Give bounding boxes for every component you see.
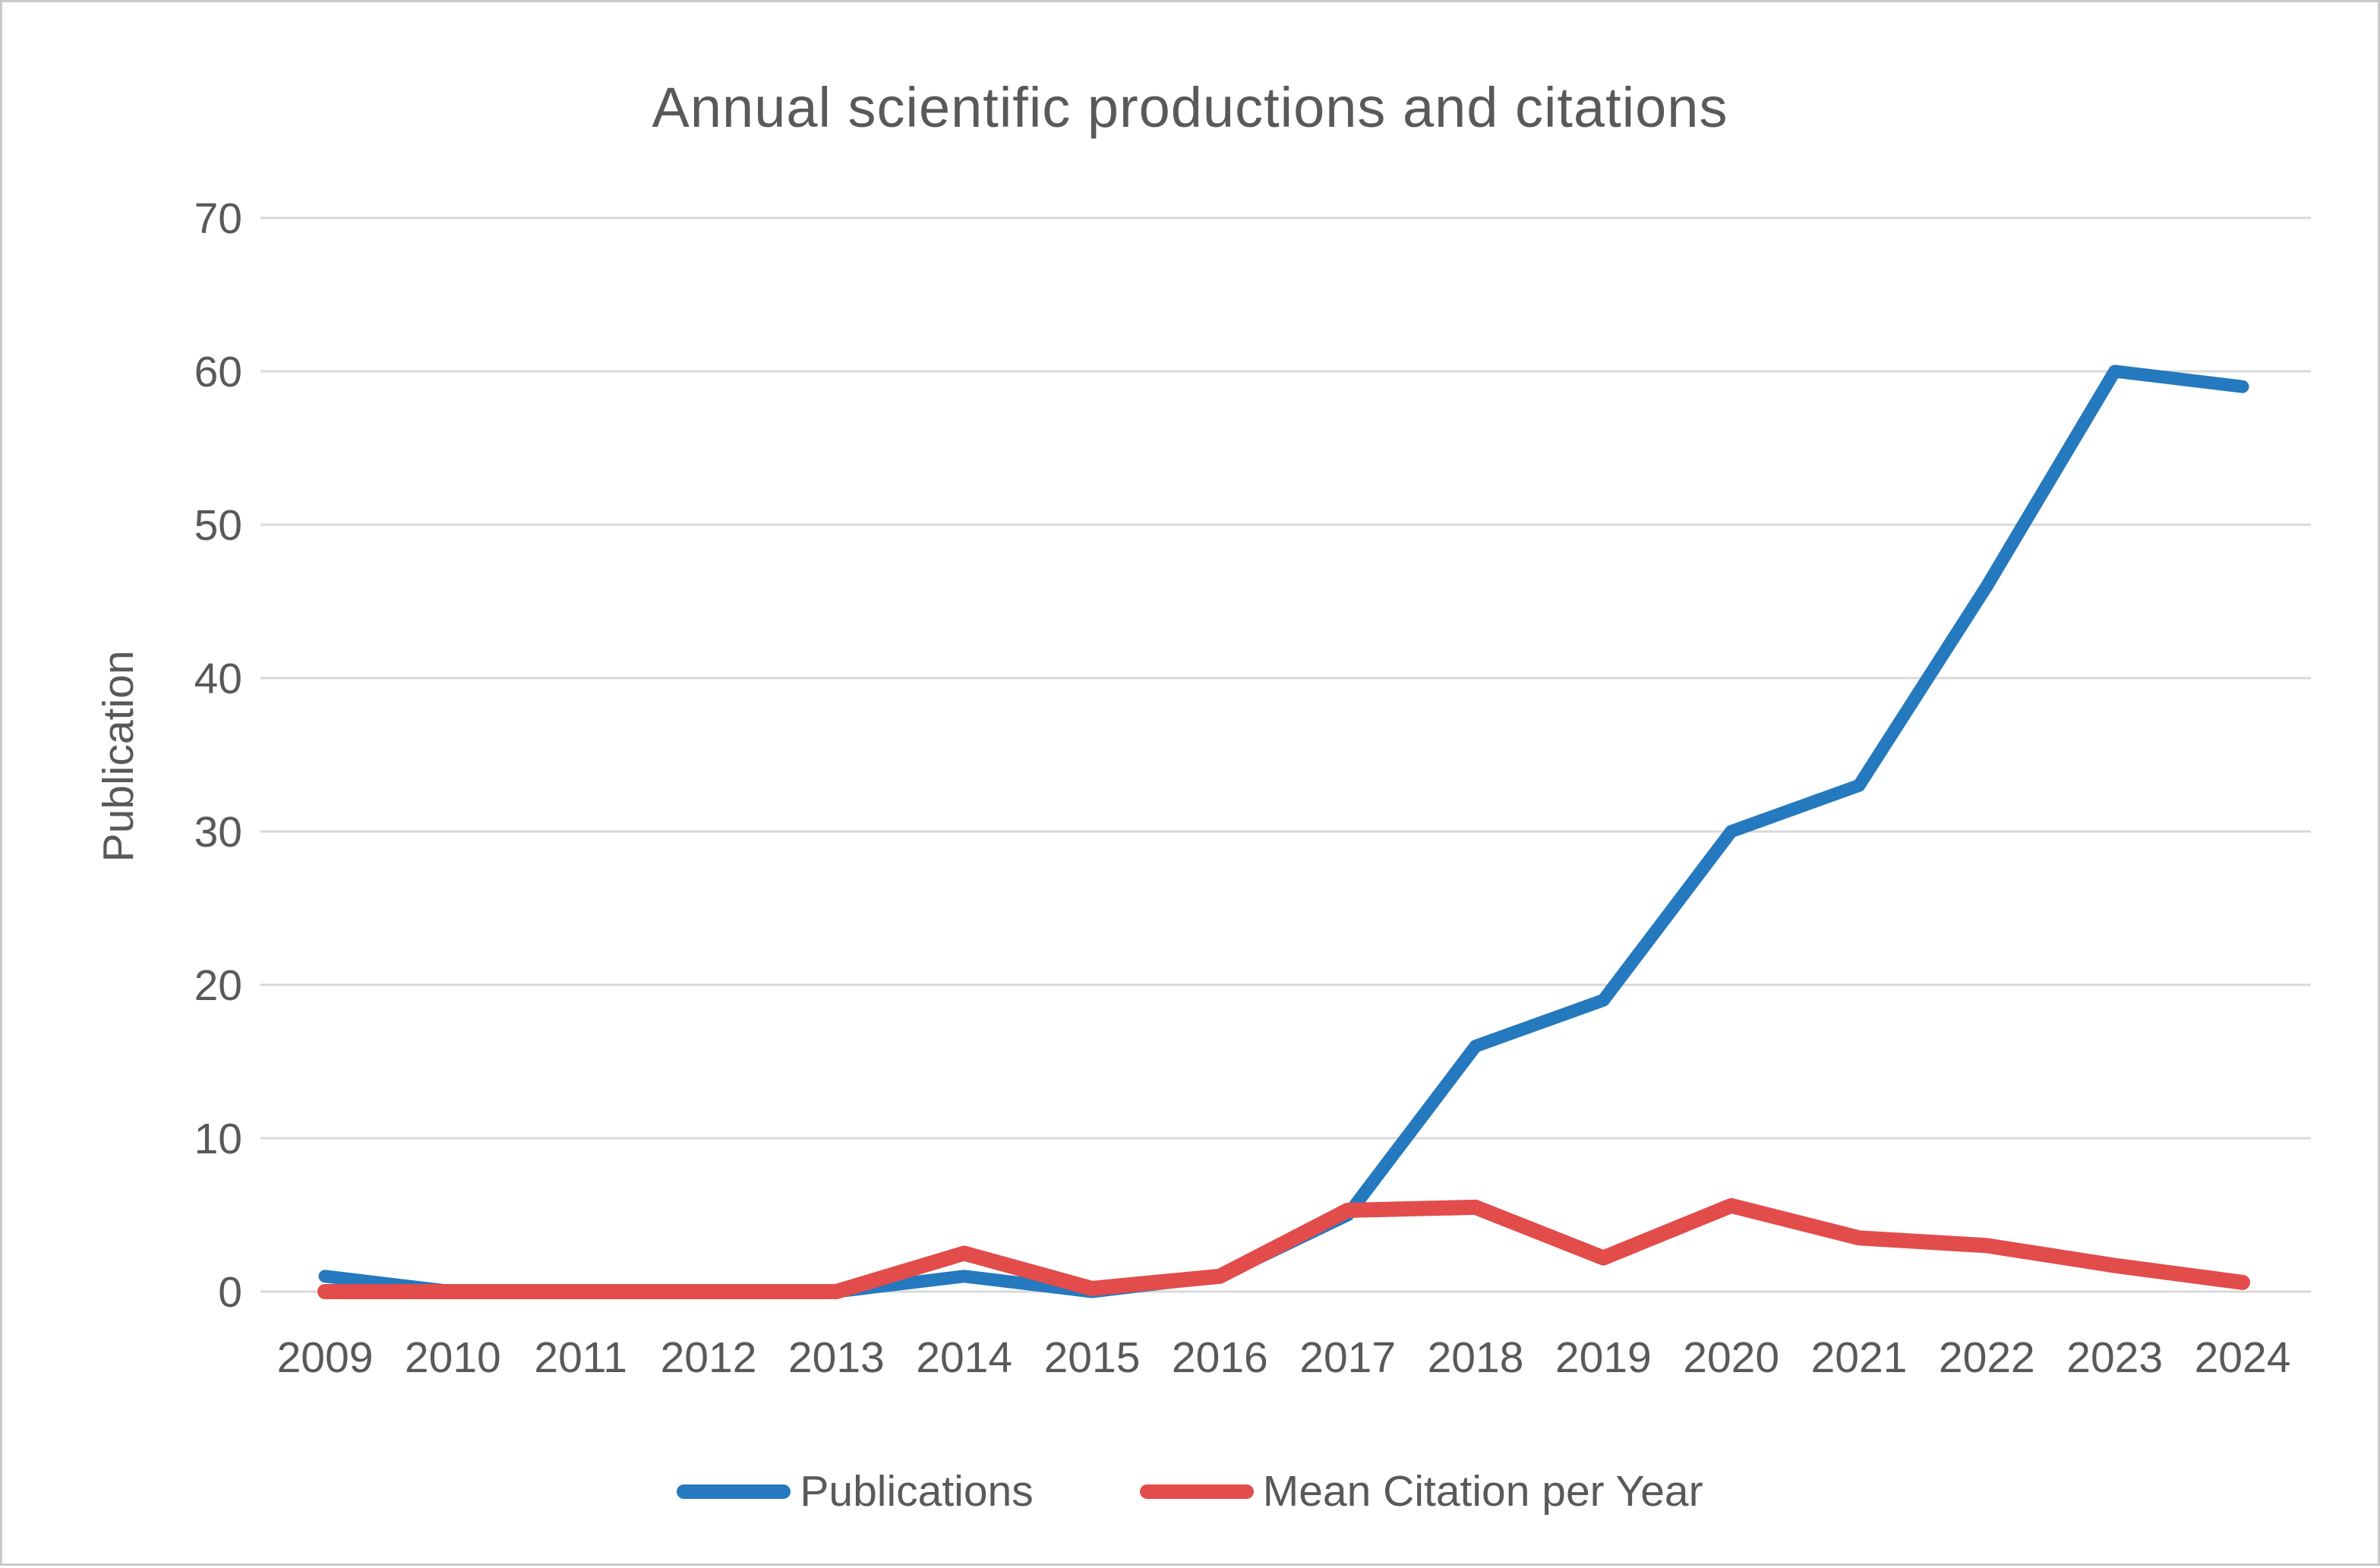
x-tick-label: 2017: [1299, 1333, 1396, 1382]
y-tick-label: 60: [194, 348, 242, 396]
x-tick-label: 2016: [1172, 1333, 1268, 1382]
y-tick-label: 70: [194, 194, 242, 243]
x-tick-label: 2020: [1683, 1333, 1779, 1382]
publications-line-swatch: [677, 1484, 791, 1499]
chart-title: Annual scientific productions and citati…: [652, 76, 1728, 139]
x-tick-label: 2010: [405, 1333, 501, 1382]
gridlines-group: [260, 216, 2311, 1293]
x-tick-label: 2014: [916, 1333, 1012, 1382]
x-tick-label: 2013: [788, 1333, 885, 1382]
x-tick-label: 2018: [1428, 1333, 1524, 1382]
publications-legend-label: Publications: [800, 1467, 1034, 1516]
x-tick-label: 2024: [2195, 1333, 2291, 1382]
mean-citation-line-swatch: [1139, 1484, 1254, 1499]
x-tick-label: 2022: [1939, 1333, 2035, 1382]
y-axis-label: Publication: [94, 651, 143, 863]
mean-citation-legend-label: Mean Citation per Year: [1262, 1467, 1703, 1516]
y-tick-label: 20: [194, 961, 242, 1010]
x-tick-label: 2009: [277, 1333, 374, 1382]
x-tick-label: 2015: [1044, 1333, 1141, 1382]
legend-item-publications: Publications: [677, 1466, 1034, 1516]
y-tick-label: 50: [194, 501, 242, 550]
y-tick-label: 10: [194, 1115, 242, 1163]
x-tick-label: 2019: [1555, 1333, 1652, 1382]
legend-item-mean-citation: Mean Citation per Year: [1139, 1466, 1703, 1516]
legend: Publications Mean Citation per Year: [2, 1466, 2378, 1516]
series-lines-group: [317, 364, 2250, 1299]
y-tick-label: 40: [194, 655, 242, 703]
x-tick-label: 2011: [534, 1333, 627, 1382]
y-tick-label: 30: [194, 808, 242, 857]
y-tick-label: 0: [218, 1268, 242, 1317]
x-tick-label: 2023: [2066, 1333, 2163, 1382]
x-tick-label: 2012: [661, 1333, 757, 1382]
series-line-mean-citation-per-year: [317, 1197, 2250, 1299]
x-tick-labels-group: 2009 2010 2011 2012 2013 2014 2015 2016 2017 2018…: [277, 1333, 2291, 1382]
y-tick-labels-group: 0 10 20 30 40 50 60 70: [194, 194, 242, 1317]
x-tick-label: 2021: [1811, 1333, 1908, 1382]
